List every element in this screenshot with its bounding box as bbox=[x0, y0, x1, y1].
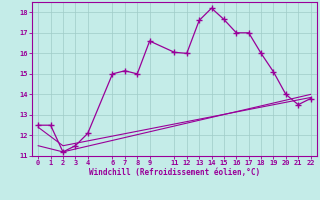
X-axis label: Windchill (Refroidissement éolien,°C): Windchill (Refroidissement éolien,°C) bbox=[89, 168, 260, 177]
